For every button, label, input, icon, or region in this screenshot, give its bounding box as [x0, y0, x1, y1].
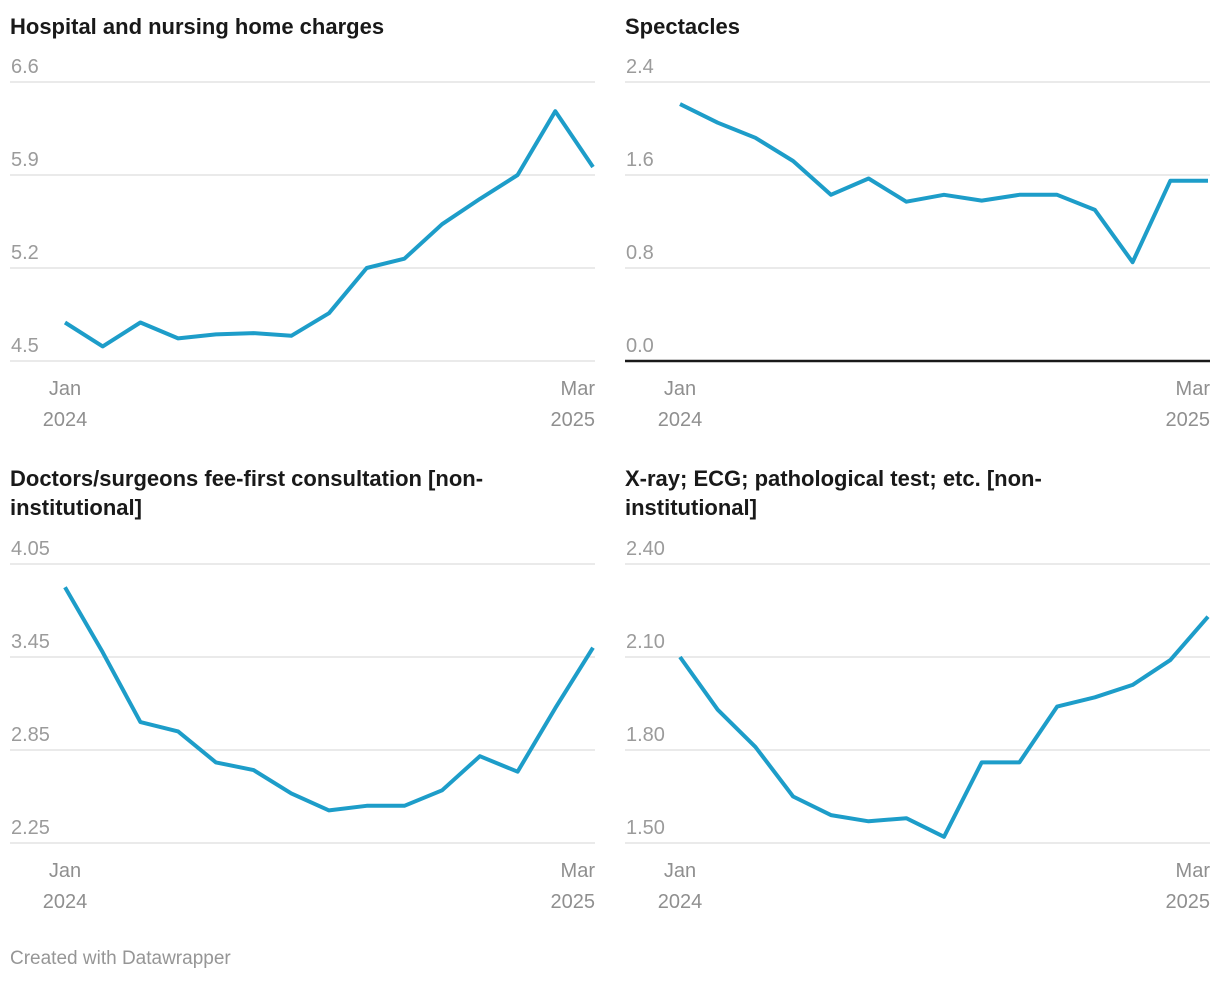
x-axis-labels: Jan 2024 Mar 2025 [10, 856, 595, 918]
chart-title: Doctors/surgeons fee-first consultation … [10, 466, 484, 520]
y-tick-label: 5.2 [11, 242, 39, 264]
y-tick-label: 0.0 [626, 335, 654, 357]
data-line [63, 586, 595, 813]
y-tick-label: 4.05 [11, 538, 50, 560]
y-tick-label: 0.8 [626, 242, 654, 264]
chart-panel-hospital-nursing-home: Hospital and nursing home charges 6.6 5.9… [10, 12, 595, 436]
line-chart-xray-ecg: 2.40 2.10 1.80 1.50 [625, 538, 1210, 844]
x-axis-end-label: Mar 2025 [1165, 378, 1211, 431]
y-tick-label: 2.40 [626, 538, 665, 560]
chart-panel-xray-ecg: X-ray; ECG; pathological test; etc. [non… [625, 464, 1210, 918]
y-tick-label: 6.6 [11, 56, 39, 78]
data-line [63, 109, 595, 349]
y-tick-label: 4.5 [11, 335, 39, 357]
x-axis-start-label: Jan 2024 [42, 860, 88, 913]
chart-panel-spectacles: Spectacles 2.4 1.6 0.8 0.0 Jan 2024 Mar 202… [625, 12, 1210, 436]
y-tick-label: 5.9 [11, 149, 39, 171]
y-tick-label: 2.10 [626, 631, 665, 653]
data-line [679, 102, 1208, 265]
x-axis-labels: Jan 2024 Mar 2025 [10, 374, 595, 436]
line-chart-hospital-nursing-home: 6.6 5.9 5.2 4.5 [10, 56, 595, 362]
x-axis-end-label: Mar 2025 [550, 378, 596, 431]
chart-panel-doctors-fee: Doctors/surgeons fee-first consultation … [10, 464, 595, 918]
chart-title: Hospital and nursing home charges [10, 14, 385, 39]
y-tick-label: 1.6 [626, 149, 654, 171]
y-tick-label: 1.80 [626, 724, 665, 746]
data-line [678, 615, 1210, 839]
y-tick-label: 1.50 [626, 817, 665, 839]
x-axis-end-label: Mar 2025 [550, 860, 596, 913]
chart-title: X-ray; ECG; pathological test; etc. [non… [625, 466, 1042, 520]
x-axis-end-label: Mar 2025 [1165, 860, 1211, 913]
x-axis-labels: Jan 2024 Mar 2025 [625, 856, 1210, 918]
y-tick-label: 2.85 [11, 724, 50, 746]
line-chart-spectacles: 2.4 1.6 0.8 0.0 [625, 56, 1210, 363]
datawrapper-credit-link[interactable]: Created with Datawrapper [10, 948, 231, 969]
x-axis-start-label: Jan 2024 [42, 378, 88, 431]
y-tick-label: 2.25 [11, 817, 50, 839]
x-axis-start-label: Jan 2024 [657, 378, 703, 431]
x-axis-start-label: Jan 2024 [657, 860, 703, 913]
y-tick-label: 2.4 [626, 56, 654, 78]
line-chart-doctors-fee: 4.05 3.45 2.85 2.25 [10, 538, 595, 844]
y-tick-label: 3.45 [11, 631, 50, 653]
x-axis-labels: Jan 2024 Mar 2025 [625, 374, 1210, 436]
chart-title: Spectacles [625, 14, 740, 39]
